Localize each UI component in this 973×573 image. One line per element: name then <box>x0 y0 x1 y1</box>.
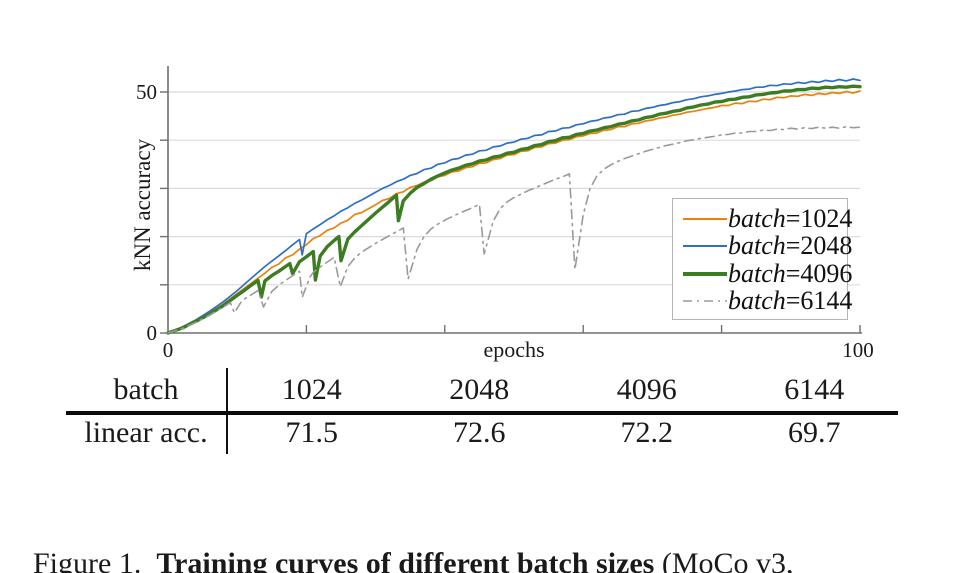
curve-batch-6144 <box>167 125 861 334</box>
table-rule <box>66 411 898 415</box>
batch-accuracy-table: batch 1024 2048 4096 6144 linear acc. 71.5 72.6… <box>66 368 898 454</box>
legend-label: batch=4096 <box>728 258 853 288</box>
table-row-value-4: 69.7 <box>788 415 841 449</box>
table-row-value-2: 72.6 <box>453 415 506 449</box>
curve-batch-4096 <box>166 84 862 335</box>
chart-legend: batch=1024 batch=2048 batch=4096 batch=6144 <box>672 198 852 320</box>
y-tick-label-0: 0 <box>147 321 158 345</box>
figure-caption: Figure 1. Training curves of different b… <box>33 471 958 573</box>
y-axis-label: kNN accuracy <box>130 138 155 271</box>
table-header-value-2: 2048 <box>449 372 510 406</box>
caption-segment: (MoCo v3, <box>654 547 794 573</box>
legend-item-4096: batch=4096 <box>673 260 852 288</box>
x-tick-label-100: 100 <box>842 338 874 362</box>
caption-segment: Training curves of different batch sizes <box>156 547 655 573</box>
legend-label: batch=1024 <box>728 203 853 233</box>
curve-batch-2048 <box>167 78 861 334</box>
table-header-value-3: 4096 <box>616 372 677 406</box>
table-row-value-1: 71.5 <box>285 415 339 449</box>
y-tick-label-50: 50 <box>136 80 157 104</box>
x-tick-label-0: 0 <box>163 338 174 362</box>
table-row-value-3: 72.2 <box>620 415 674 449</box>
table-header-label: batch <box>66 368 228 411</box>
caption-line-1: Figure 1. Training curves of different b… <box>33 545 958 573</box>
legend-label: batch=6144 <box>728 286 853 316</box>
table-header-value-4: 6144 <box>784 372 845 406</box>
training-curves-chart: 50 00 100 epochs kNN accuracy <box>130 66 874 362</box>
table-row-label: linear acc. <box>66 411 228 454</box>
legend-item-2048: batch=2048 <box>673 233 852 261</box>
legend-line-sample-4096 <box>683 271 727 276</box>
legend-item-1024: batch=1024 <box>673 205 852 233</box>
legend-line-sample-6144 <box>683 300 727 303</box>
x-axis-label: epochs <box>483 337 544 362</box>
legend-label: batch=2048 <box>728 231 853 261</box>
curve-batch-1024 <box>167 90 861 334</box>
table-header-value-1: 1024 <box>281 372 342 406</box>
legend-line-sample-2048 <box>683 245 727 248</box>
caption-segment: Figure 1. <box>33 547 157 573</box>
legend-item-6144: batch=6144 <box>673 288 852 316</box>
legend-line-sample-1024 <box>683 217 727 220</box>
